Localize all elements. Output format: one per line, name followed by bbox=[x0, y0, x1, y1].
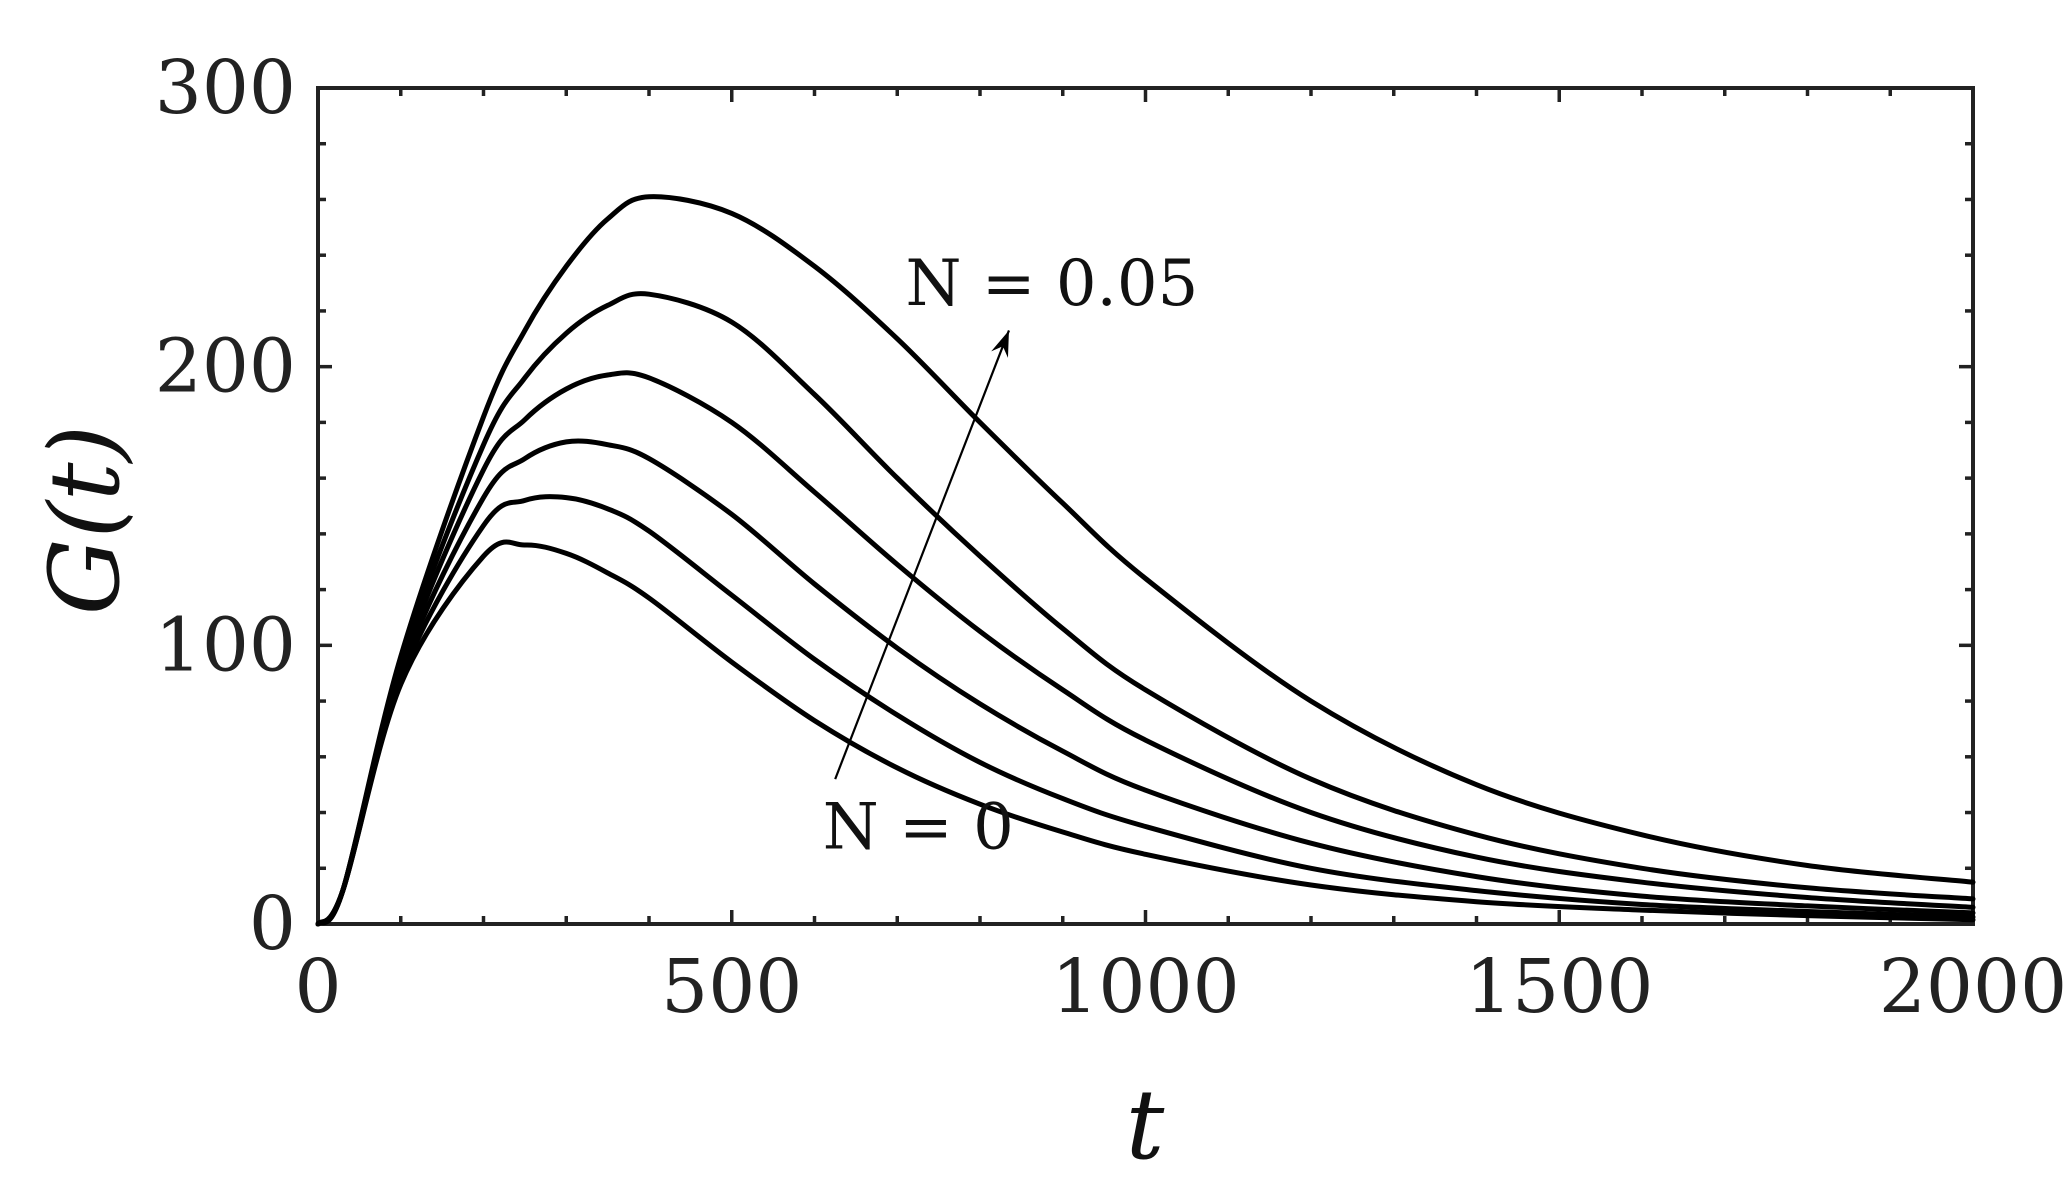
series-line-1 bbox=[315, 539, 1976, 927]
y-tick-label: 100 bbox=[155, 602, 296, 688]
x-tick-label: 2000 bbox=[1879, 944, 2067, 1030]
x-axis-label: t bbox=[1126, 1069, 1165, 1181]
series-line-3 bbox=[315, 438, 1976, 927]
annotation-label: N = 0 bbox=[823, 790, 1014, 864]
x-tick-label: 1000 bbox=[1051, 944, 1239, 1030]
annotation-label: N = 0.05 bbox=[906, 247, 1199, 321]
series-line-2 bbox=[315, 494, 1976, 927]
y-axis-label: G(t) bbox=[29, 425, 141, 615]
x-tick-label: 500 bbox=[661, 944, 802, 1030]
axis-ticks bbox=[316, 86, 1975, 926]
annotation-arrow bbox=[834, 330, 1010, 780]
annotations: N = 0 N = 0.05 bbox=[823, 247, 1199, 864]
tick-labels: 0 500 1000 1500 2000 0 100 200 300 bbox=[155, 45, 2067, 1030]
arrow-head bbox=[991, 330, 1009, 358]
y-tick-label: 200 bbox=[155, 324, 296, 410]
x-tick-label: 0 bbox=[294, 944, 341, 1030]
series-line-6 bbox=[315, 194, 1976, 927]
x-tick-label: 1500 bbox=[1465, 944, 1653, 1030]
y-tick-label: 0 bbox=[249, 881, 296, 967]
series-line-4 bbox=[315, 370, 1976, 927]
plot-frame bbox=[316, 86, 1975, 926]
arrow-shaft bbox=[834, 330, 1010, 780]
y-tick-label: 300 bbox=[155, 45, 296, 131]
series-line-5 bbox=[315, 291, 1976, 927]
curves-group bbox=[315, 194, 1976, 927]
